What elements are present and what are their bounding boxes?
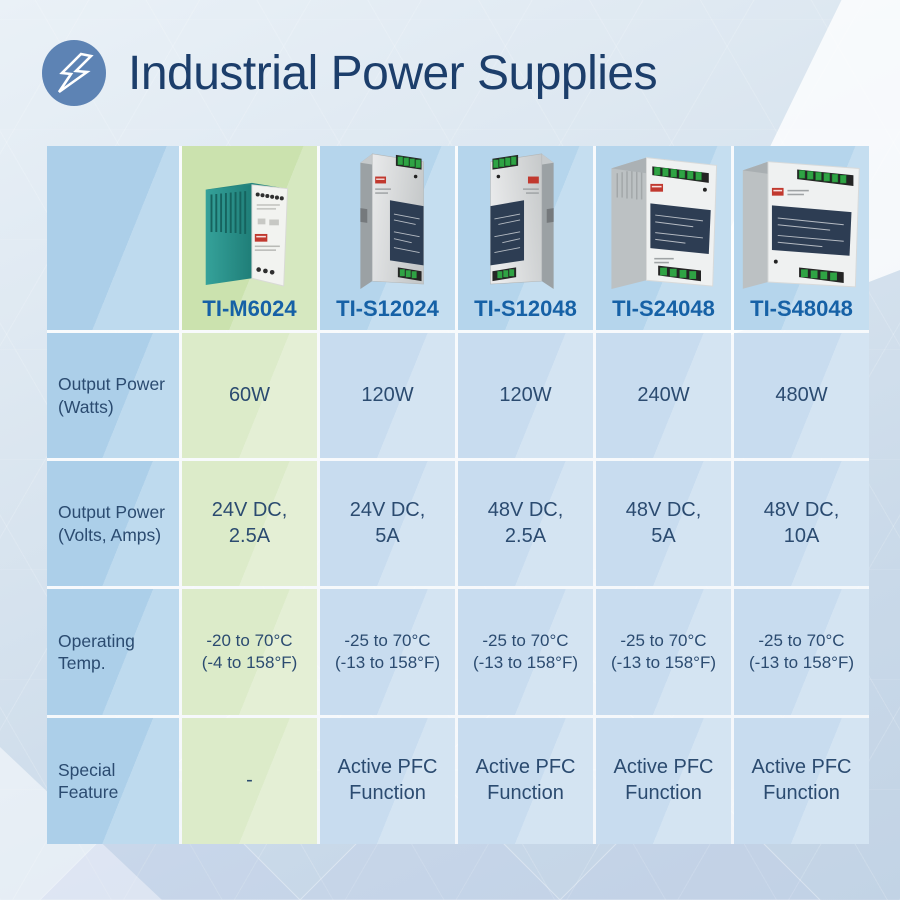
corner-cell xyxy=(47,146,179,330)
product-column-header-ti-s12024: TI-S12024 xyxy=(320,146,455,330)
row-label-output-power-watts: Output Power (Watts) xyxy=(47,333,179,458)
product-name: TI-S48048 xyxy=(750,295,853,321)
cell-volts-ti-m6024: 24V DC, 2.5A xyxy=(182,461,317,586)
cell-volts-ti-s12024: 24V DC, 5A xyxy=(320,461,455,586)
cell-feature-ti-s12024: Active PFC Function xyxy=(320,718,455,844)
cell-feature-ti-s12048: Active PFC Function xyxy=(458,718,593,844)
page-title: Industrial Power Supplies xyxy=(128,46,658,100)
product-name: TI-S24048 xyxy=(612,295,715,321)
cell-temp-ti-m6024: -20 to 70°C (-4 to 158°F) xyxy=(182,589,317,715)
cell-watts-ti-s12048: 120W xyxy=(458,333,593,458)
row-label-special-feature: Special Feature xyxy=(47,718,179,844)
cell-watts-ti-s48048: 480W xyxy=(734,333,869,458)
cell-temp-ti-s12048: -25 to 70°C (-13 to 158°F) xyxy=(458,589,593,715)
page-header: Industrial Power Supplies xyxy=(42,40,658,106)
product-column-header-ti-s12048: TI-S12048 xyxy=(458,146,593,330)
product-name: TI-S12048 xyxy=(474,295,577,321)
row-label-operating-temp: Operating Temp. xyxy=(47,589,179,715)
cell-temp-ti-s12024: -25 to 70°C (-13 to 158°F) xyxy=(320,589,455,715)
cell-watts-ti-s12024: 120W xyxy=(320,333,455,458)
product-image-ti-m6024 xyxy=(198,146,302,291)
product-name: TI-M6024 xyxy=(202,295,297,321)
cell-volts-ti-s48048: 48V DC, 10A xyxy=(734,461,869,586)
product-column-header-ti-s24048: TI-S24048 xyxy=(596,146,731,330)
product-name: TI-S12024 xyxy=(336,295,439,321)
row-label-output-power-volts-amps: Output Power (Volts, Amps) xyxy=(47,461,179,586)
product-column-header-ti-m6024: TI-M6024 xyxy=(182,146,317,330)
product-image-ti-s12024 xyxy=(338,143,438,291)
product-image-ti-s12048 xyxy=(476,143,576,291)
cell-watts-ti-s24048: 240W xyxy=(596,333,731,458)
cell-watts-ti-m6024: 60W xyxy=(182,333,317,458)
comparison-table: TI-M6024 xyxy=(47,146,869,844)
product-column-header-ti-s48048: TI-S48048 xyxy=(734,146,869,330)
product-image-ti-s24048 xyxy=(603,143,725,291)
cell-temp-ti-s24048: -25 to 70°C (-13 to 158°F) xyxy=(596,589,731,715)
cell-feature-ti-m6024: - xyxy=(182,718,317,844)
lightning-bolt-icon xyxy=(42,40,106,106)
cell-volts-ti-s12048: 48V DC, 2.5A xyxy=(458,461,593,586)
cell-temp-ti-s48048: -25 to 70°C (-13 to 158°F) xyxy=(734,589,869,715)
product-image-ti-s48048 xyxy=(737,143,867,291)
cell-feature-ti-s48048: Active PFC Function xyxy=(734,718,869,844)
cell-volts-ti-s24048: 48V DC, 5A xyxy=(596,461,731,586)
cell-feature-ti-s24048: Active PFC Function xyxy=(596,718,731,844)
